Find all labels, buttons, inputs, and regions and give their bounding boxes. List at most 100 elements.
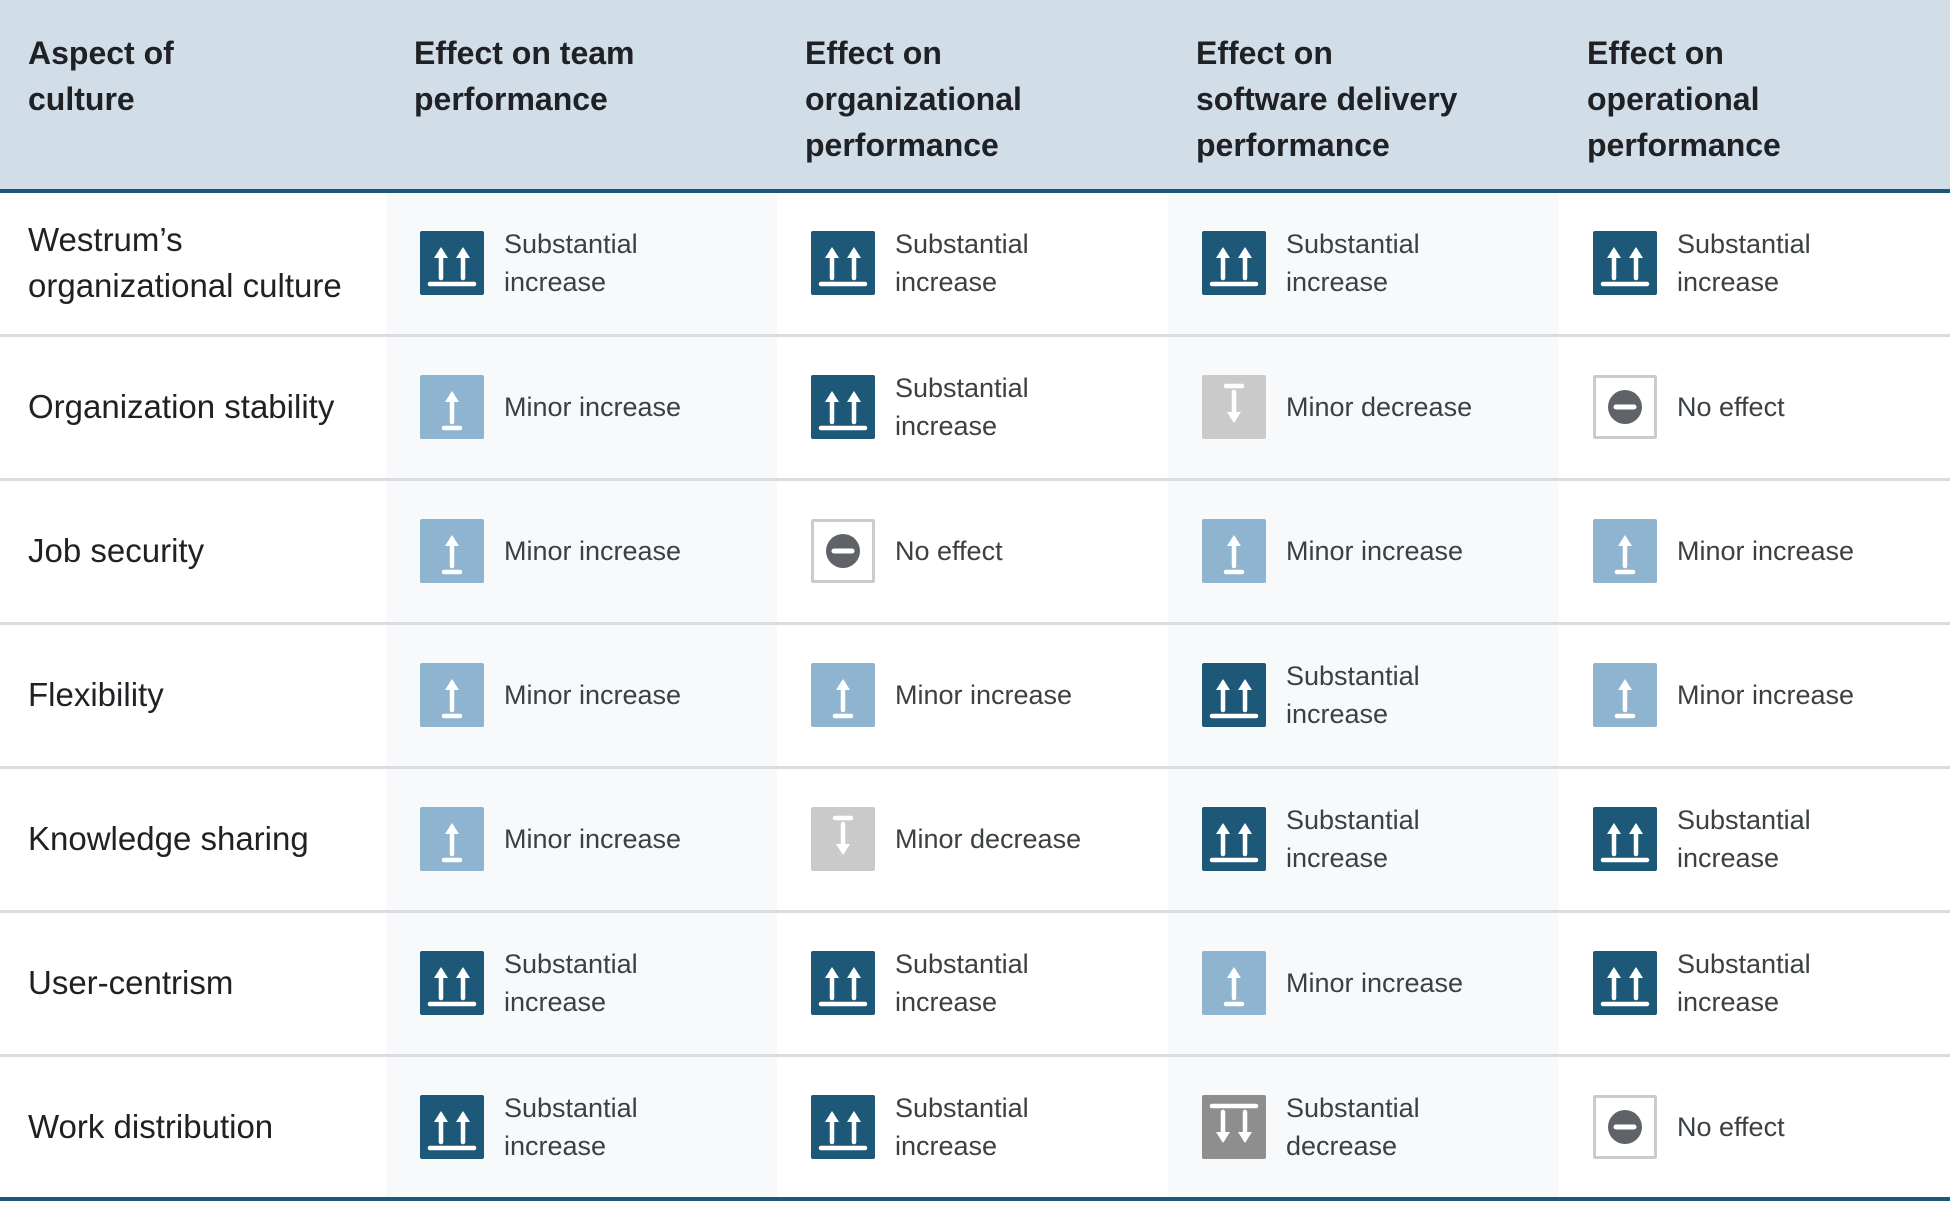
- header-row: Aspect of culture Effect on team perform…: [0, 0, 1950, 193]
- up-arrow-icon: [811, 663, 875, 727]
- effect-cell: Minor increase: [386, 479, 777, 625]
- effect-indicator: Minor increase: [420, 807, 777, 871]
- effect-indicator: Substantial increase: [1202, 657, 1559, 733]
- effect-indicator: Minor increase: [1593, 519, 1950, 583]
- effect-indicator: Substantial increase: [1202, 225, 1559, 301]
- effect-indicator: Substantial increase: [811, 225, 1168, 301]
- effect-cell: Minor increase: [386, 623, 777, 769]
- table-header: Aspect of culture Effect on team perform…: [0, 0, 1950, 193]
- effect-indicator: Substantial decrease: [1202, 1089, 1559, 1165]
- effect-cell: Substantial increase: [386, 1055, 777, 1201]
- aspect-cell: Knowledge sharing: [0, 767, 386, 913]
- table-row: Organization stability Minor increase Subs…: [0, 335, 1950, 481]
- effect-cell: Substantial increase: [777, 1055, 1168, 1201]
- effect-cell: Minor decrease: [777, 767, 1168, 913]
- column-header-organizational-performance: Effect on organizational performance: [777, 0, 1168, 193]
- effect-cell: Substantial increase: [777, 191, 1168, 337]
- double-up-arrow-icon: [1202, 231, 1266, 296]
- aspect-cell: Flexibility: [0, 623, 386, 769]
- effect-cell: No effect: [1559, 335, 1950, 481]
- effect-cell: No effect: [777, 479, 1168, 625]
- effect-cell: Substantial increase: [1559, 191, 1950, 337]
- effect-indicator: Minor increase: [420, 519, 777, 583]
- effect-indicator: Minor increase: [1593, 663, 1950, 727]
- up-arrow-icon: [420, 663, 484, 727]
- column-header-aspect: Aspect of culture: [0, 0, 386, 193]
- effect-label: Minor increase: [895, 680, 1073, 710]
- effect-cell: Substantial increase: [1559, 911, 1950, 1057]
- effect-indicator: Substantial increase: [1593, 801, 1950, 877]
- effect-label: Substantial increase: [1286, 661, 1420, 729]
- aspect-cell: Work distribution: [0, 1055, 386, 1201]
- effect-label: Minor increase: [1286, 536, 1464, 566]
- up-arrow-icon: [420, 519, 484, 583]
- minus-circle-icon: [1593, 1094, 1657, 1159]
- effect-indicator: Substantial increase: [1202, 801, 1559, 877]
- table-row: Westrum’s organizational culture Substant…: [0, 191, 1950, 337]
- up-arrow-icon: [420, 375, 484, 439]
- effect-label: Minor increase: [504, 680, 682, 710]
- effect-indicator: Substantial increase: [811, 1089, 1168, 1165]
- effect-cell: Substantial increase: [1168, 623, 1559, 769]
- double-up-arrow-icon: [1593, 231, 1657, 296]
- column-header-software-delivery-performance: Effect on software delivery performance: [1168, 0, 1559, 193]
- effect-label: Minor increase: [1677, 536, 1855, 566]
- effect-label: Substantial increase: [1286, 229, 1420, 298]
- effect-label: Substantial increase: [1677, 805, 1811, 873]
- minus-circle-icon: [811, 519, 875, 583]
- effect-cell: Minor increase: [1168, 911, 1559, 1057]
- double-up-arrow-icon: [420, 231, 484, 296]
- effect-indicator: No effect: [1593, 375, 1950, 439]
- double-up-arrow-icon: [1202, 663, 1266, 727]
- effect-indicator: Minor increase: [420, 663, 777, 727]
- aspect-cell: Job security: [0, 479, 386, 625]
- table-row: Knowledge sharing Minor increase Minor dec…: [0, 767, 1950, 913]
- effect-label: Substantial increase: [895, 949, 1029, 1017]
- effect-label: Minor decrease: [895, 824, 1082, 854]
- effect-cell: Substantial increase: [386, 191, 777, 337]
- table-row: Flexibility Minor increase Minor increase S…: [0, 623, 1950, 769]
- effect-cell: Minor increase: [1168, 479, 1559, 625]
- effect-label: No effect: [1677, 392, 1785, 422]
- column-header-operational-performance: Effect on operational performance: [1559, 0, 1950, 193]
- effect-label: Substantial increase: [895, 373, 1029, 441]
- effect-indicator: Substantial increase: [1593, 945, 1950, 1021]
- effect-label: Minor increase: [504, 824, 682, 854]
- effect-indicator: Minor decrease: [811, 807, 1168, 871]
- effect-label: Minor increase: [1286, 968, 1464, 998]
- aspect-cell: Westrum’s organizational culture: [0, 191, 386, 337]
- effect-cell: Minor decrease: [1168, 335, 1559, 481]
- effect-label: Substantial increase: [895, 229, 1029, 298]
- table-body: Westrum’s organizational culture Substant…: [0, 191, 1950, 1201]
- effect-cell: Minor increase: [386, 767, 777, 913]
- double-up-arrow-icon: [420, 1094, 484, 1159]
- double-up-arrow-icon: [1593, 807, 1657, 871]
- effect-label: Substantial increase: [1677, 949, 1811, 1017]
- effect-cell: Minor increase: [1559, 479, 1950, 625]
- effect-indicator: Minor increase: [811, 663, 1168, 727]
- effect-label: No effect: [1677, 1111, 1785, 1142]
- effect-label: Substantial increase: [895, 1092, 1029, 1161]
- effect-label: No effect: [895, 536, 1003, 566]
- double-up-arrow-icon: [1593, 951, 1657, 1015]
- effect-cell: Substantial decrease: [1168, 1055, 1559, 1201]
- effect-indicator: Minor increase: [1202, 519, 1559, 583]
- effect-indicator: No effect: [811, 519, 1168, 583]
- aspect-cell: User-centrism: [0, 911, 386, 1057]
- double-up-arrow-icon: [420, 951, 484, 1015]
- effect-indicator: Substantial increase: [1593, 225, 1950, 301]
- effect-indicator: No effect: [1593, 1094, 1950, 1159]
- effect-indicator: Substantial increase: [420, 225, 777, 301]
- up-arrow-icon: [420, 807, 484, 871]
- effect-cell: Minor increase: [1559, 623, 1950, 769]
- effect-indicator: Minor increase: [420, 375, 777, 439]
- effect-indicator: Substantial increase: [811, 945, 1168, 1021]
- up-arrow-icon: [1593, 519, 1657, 583]
- double-up-arrow-icon: [811, 231, 875, 296]
- effect-indicator: Substantial increase: [420, 1089, 777, 1165]
- effect-label: Minor increase: [504, 536, 682, 566]
- minus-circle-icon: [1593, 375, 1657, 439]
- effect-label: Substantial increase: [504, 949, 638, 1017]
- double-up-arrow-icon: [811, 951, 875, 1015]
- effect-indicator: Substantial increase: [420, 945, 777, 1021]
